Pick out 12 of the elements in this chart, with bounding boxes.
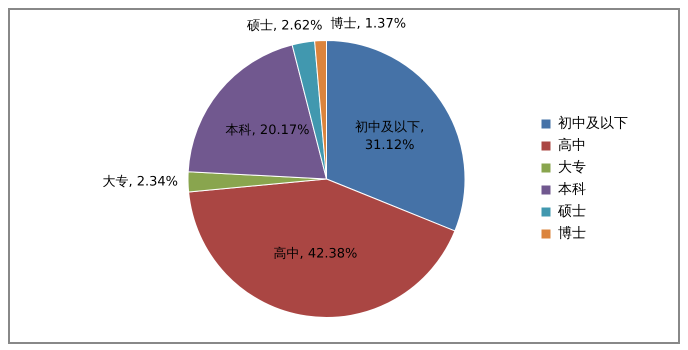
data-label: 博士, 1.37% bbox=[330, 16, 406, 32]
data-label: 硕士, 2.62% bbox=[246, 18, 322, 34]
legend-label: 本科 bbox=[558, 182, 586, 198]
legend-label: 高中 bbox=[558, 138, 586, 154]
legend-label: 大专 bbox=[558, 160, 586, 176]
legend-label: 博士 bbox=[558, 226, 586, 242]
data-label: 初中及以下, 31.12% bbox=[355, 120, 424, 153]
data-label: 本科, 20.17% bbox=[226, 123, 310, 138]
data-label: 大专, 2.34% bbox=[102, 174, 178, 190]
data-label: 高中, 42.38% bbox=[274, 246, 358, 262]
legend-label: 初中及以下 bbox=[558, 116, 628, 132]
legend-label: 硕士 bbox=[557, 204, 586, 220]
